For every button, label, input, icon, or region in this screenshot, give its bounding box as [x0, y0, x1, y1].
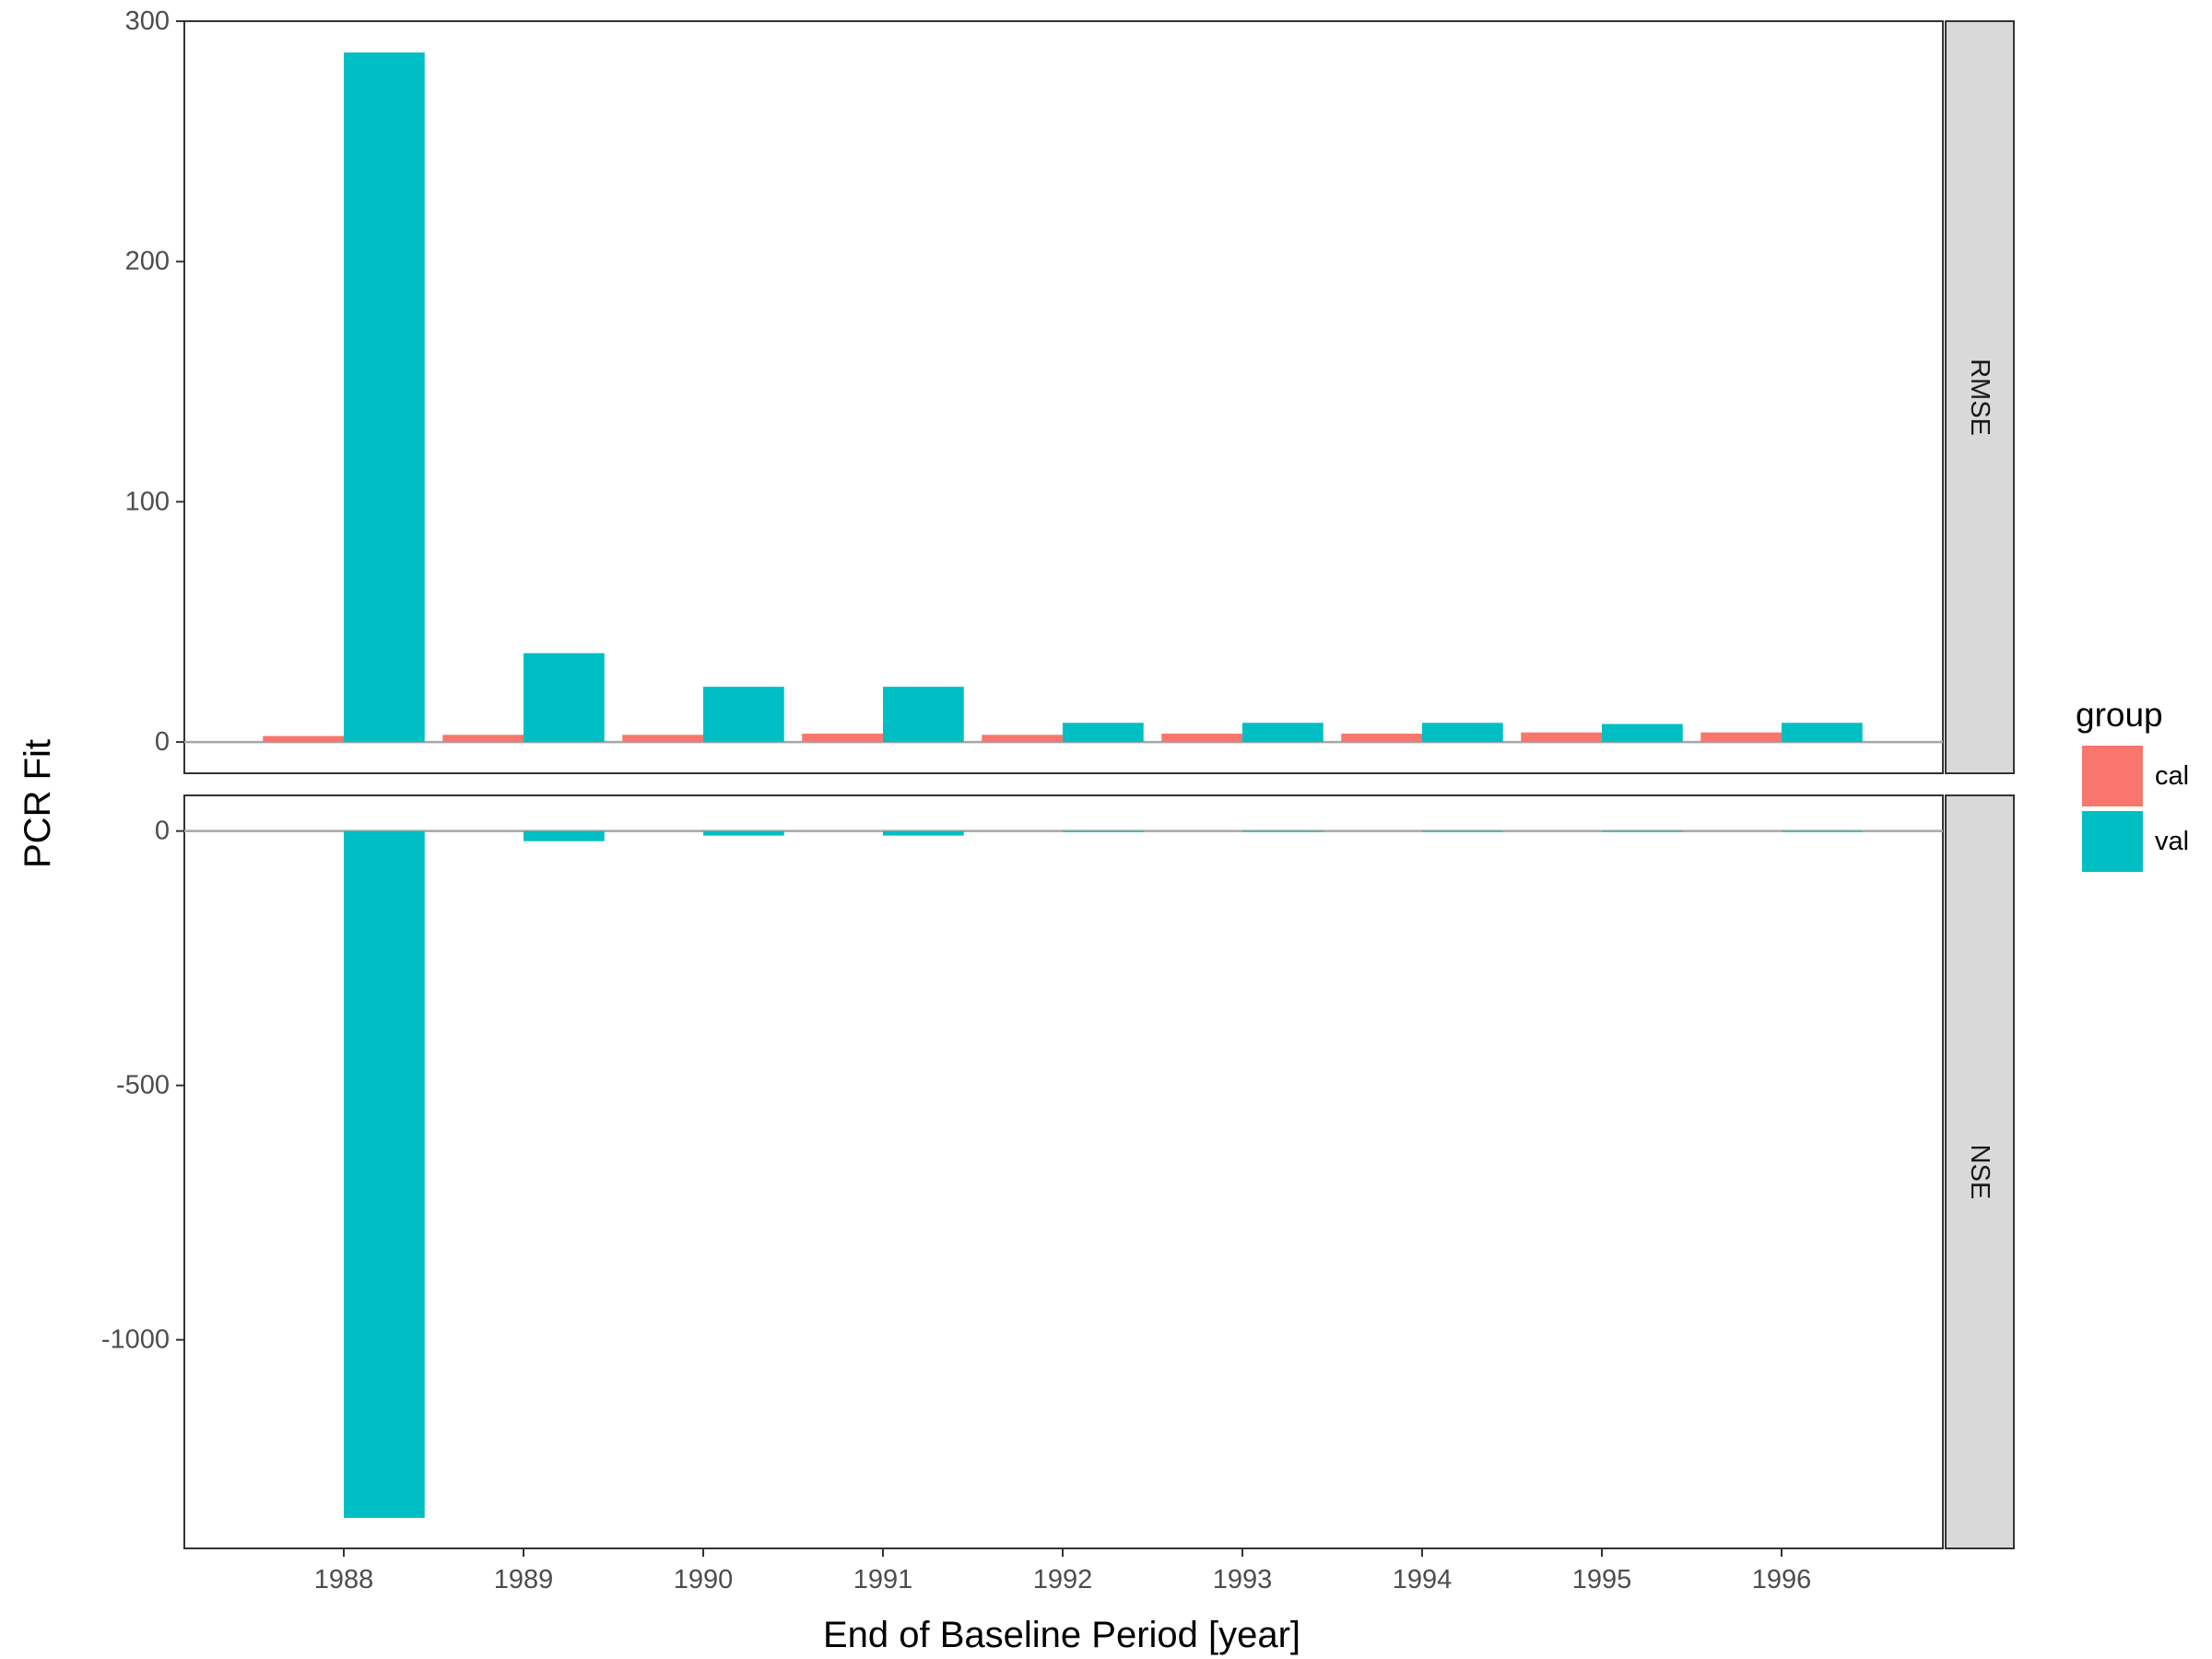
bar-nse-val-1989: [524, 830, 605, 841]
bar-nse-val-1991: [883, 830, 964, 836]
legend-label-cal: cal: [2155, 761, 2189, 791]
legend: group cal val: [2076, 696, 2189, 872]
x-tick-label: 1988: [314, 1565, 374, 1594]
bar-rmse-cal-1994: [1341, 733, 1422, 743]
y-tick-label: -1000: [101, 1325, 170, 1355]
y-tick-label: 100: [125, 487, 170, 516]
bar-rmse-cal-1995: [1521, 732, 1602, 743]
bar-rmse-val-1989: [524, 653, 605, 743]
x-tick-label: 1994: [1393, 1565, 1453, 1594]
bar-nse-val-1993: [1242, 830, 1324, 832]
bar-rmse-cal-1988: [263, 735, 344, 743]
bar-rmse-cal-1990: [622, 735, 703, 743]
x-axis-title: End of Baseline Period [year]: [823, 1615, 1300, 1655]
x-tick-label: 1992: [1033, 1565, 1093, 1594]
y-axis-rmse: 0 100 200 300: [125, 6, 184, 757]
bar-rmse-cal-1992: [982, 735, 1063, 743]
strip-label-rmse: RMSE: [1965, 359, 1994, 436]
strip-label-nse: NSE: [1965, 1145, 1994, 1200]
strip-nse: [1945, 794, 2015, 1549]
bar-nse-val-1992: [1063, 830, 1144, 832]
x-tick-label: 1996: [1752, 1565, 1812, 1594]
bar-nse-val-1988: [344, 830, 425, 1518]
bar-rmse-val-1990: [703, 687, 784, 743]
strip-rmse: [1945, 20, 2015, 774]
panel-nse: [183, 794, 1944, 1549]
y-axis-title: PCR Fit: [18, 739, 58, 868]
bar-rmse-cal-1993: [1161, 733, 1242, 743]
bar-rmse-cal-1989: [442, 735, 524, 743]
bar-rmse-val-1993: [1242, 723, 1324, 743]
x-tick-label: 1995: [1572, 1565, 1632, 1594]
bar-nse-val-1994: [1422, 830, 1503, 832]
legend-key-val: [2082, 811, 2143, 872]
x-axis: 1988 1989 1990 1991 1992 1993 1994 1995 1996: [314, 1548, 1812, 1594]
legend-items: cal val: [2082, 746, 2189, 872]
bar-rmse-val-1992: [1063, 723, 1144, 743]
bar-rmse-cal-1991: [802, 733, 883, 743]
y-axis-nse: -1000 -500 0: [101, 817, 184, 1355]
bar-rmse-val-1994: [1422, 723, 1503, 743]
bar-rmse-val-1988: [344, 52, 425, 743]
facet-nse: -1000 -500 0 NSE: [101, 794, 2015, 1549]
x-tick-label: 1991: [853, 1565, 913, 1594]
legend-label-val: val: [2155, 827, 2189, 856]
facet-rmse: 0 100 200 300 RMSE: [125, 6, 2015, 774]
bars-nse: [344, 830, 1863, 1518]
y-tick-label: 200: [125, 247, 170, 276]
x-tick-label: 1993: [1213, 1565, 1273, 1594]
y-tick-label: 300: [125, 6, 170, 36]
bars-rmse: [263, 52, 1863, 743]
y-tick-label: 0: [155, 817, 170, 846]
bar-nse-val-1990: [703, 830, 784, 836]
bar-rmse-val-1991: [883, 687, 964, 743]
bar-rmse-cal-1996: [1700, 732, 1782, 743]
bar-nse-val-1996: [1782, 830, 1863, 832]
legend-key-cal: [2082, 746, 2143, 806]
x-tick-label: 1989: [494, 1565, 554, 1594]
bar-nse-val-1995: [1602, 830, 1683, 832]
bar-rmse-val-1996: [1782, 723, 1863, 743]
bar-rmse-val-1995: [1602, 724, 1683, 743]
y-tick-label: -500: [116, 1071, 170, 1100]
y-tick-label: 0: [155, 727, 170, 757]
legend-title: group: [2076, 696, 2163, 734]
panel-rmse: [183, 20, 1944, 774]
x-tick-label: 1990: [674, 1565, 734, 1594]
